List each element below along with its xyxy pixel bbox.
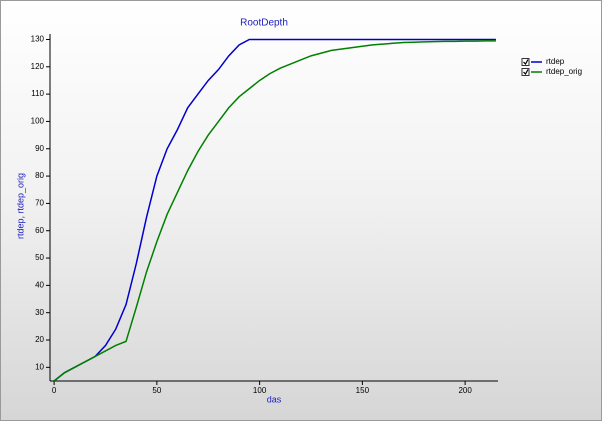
y-tick-label: 40 [35, 280, 44, 289]
checkmark [523, 59, 529, 65]
checkmark [523, 69, 529, 75]
legend-label: rtdep_orig [546, 67, 582, 76]
y-tick-label: 20 [35, 335, 44, 344]
x-tick-label: 200 [458, 386, 472, 395]
y-tick-label: 110 [31, 89, 44, 98]
x-axis-label: das [267, 394, 282, 404]
legend-checkbox[interactable] [521, 68, 530, 76]
x-tick-label: 150 [356, 386, 370, 395]
y-tick-label: 80 [35, 171, 44, 180]
y-tick-label: 130 [31, 35, 45, 44]
data-line [53, 40, 496, 382]
y-tick-label: 70 [35, 199, 44, 208]
y-tick-label: 60 [35, 226, 44, 235]
y-tick-label: 10 [35, 362, 44, 371]
x-tick-label: 0 [52, 386, 57, 395]
y-tick-label: 30 [35, 308, 44, 317]
y-axis-label: rtdep, rtdep_orig [15, 173, 25, 239]
y-tick-label: 120 [31, 62, 45, 71]
chart-title: RootDepth [240, 18, 288, 29]
legend-checkbox[interactable] [521, 58, 530, 66]
data-line [53, 38, 496, 382]
y-tick-label: 100 [31, 117, 45, 126]
x-tick-label: 100 [253, 386, 267, 395]
y-tick-label: 90 [35, 144, 44, 153]
y-tick-label: 50 [35, 253, 44, 262]
legend-label: rtdep [546, 57, 565, 66]
x-tick-label: 50 [152, 386, 161, 395]
